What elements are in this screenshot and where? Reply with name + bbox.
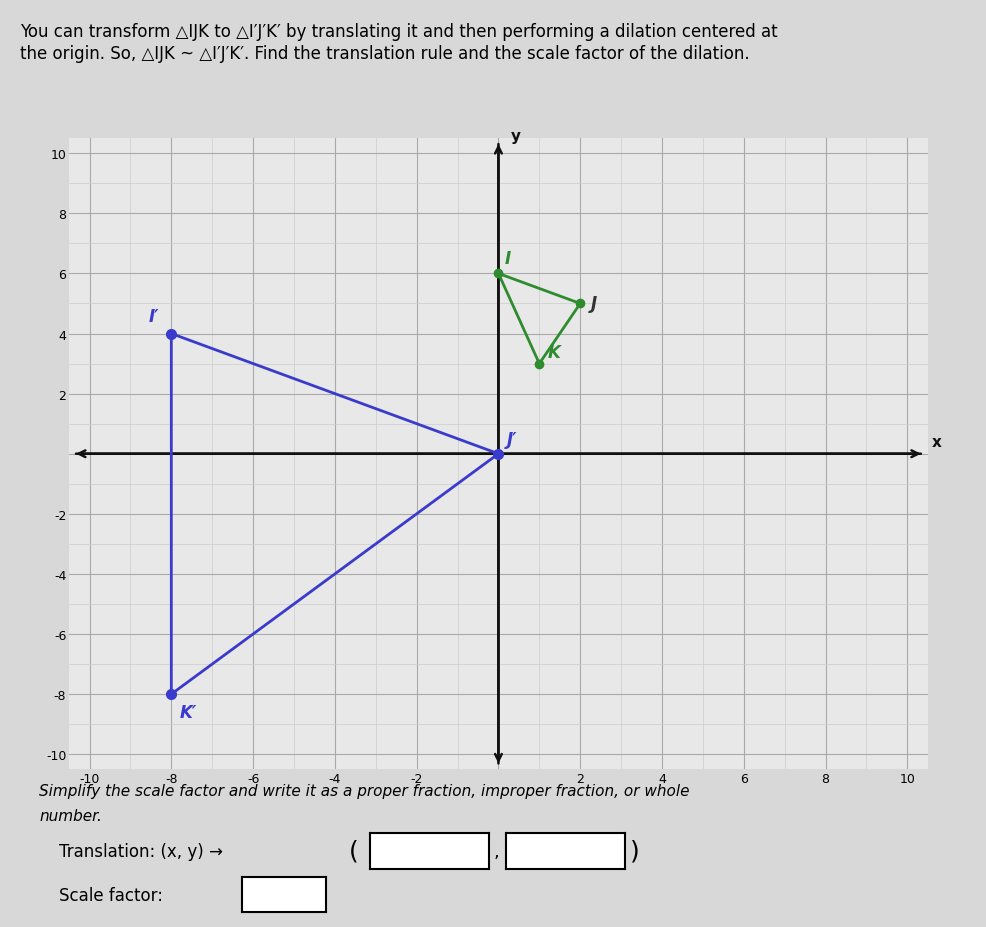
Text: I′: I′ [149,307,159,325]
Text: number.: number. [39,808,103,823]
Text: K: K [547,343,560,362]
Text: You can transform △IJK to △I′J′K′ by translating it and then performing a dilati: You can transform △IJK to △I′J′K′ by tra… [20,23,777,41]
Text: J: J [590,295,596,313]
Text: y: y [510,129,521,144]
Text: Scale factor:: Scale factor: [59,885,163,904]
Text: Translation: (x, y) →: Translation: (x, y) → [59,842,223,860]
Text: ): ) [629,839,639,863]
Text: (: ( [348,839,358,863]
Text: I: I [504,250,510,268]
Text: J′: J′ [506,430,517,449]
Text: the origin. So, △IJK ~ △I′J′K′. Find the translation rule and the scale factor o: the origin. So, △IJK ~ △I′J′K′. Find the… [20,44,748,62]
Text: K′: K′ [179,704,196,721]
Text: x: x [931,435,941,450]
Text: Simplify the scale factor and write it as a proper fraction, improper fraction, : Simplify the scale factor and write it a… [39,783,689,798]
Text: ,: , [493,842,499,860]
